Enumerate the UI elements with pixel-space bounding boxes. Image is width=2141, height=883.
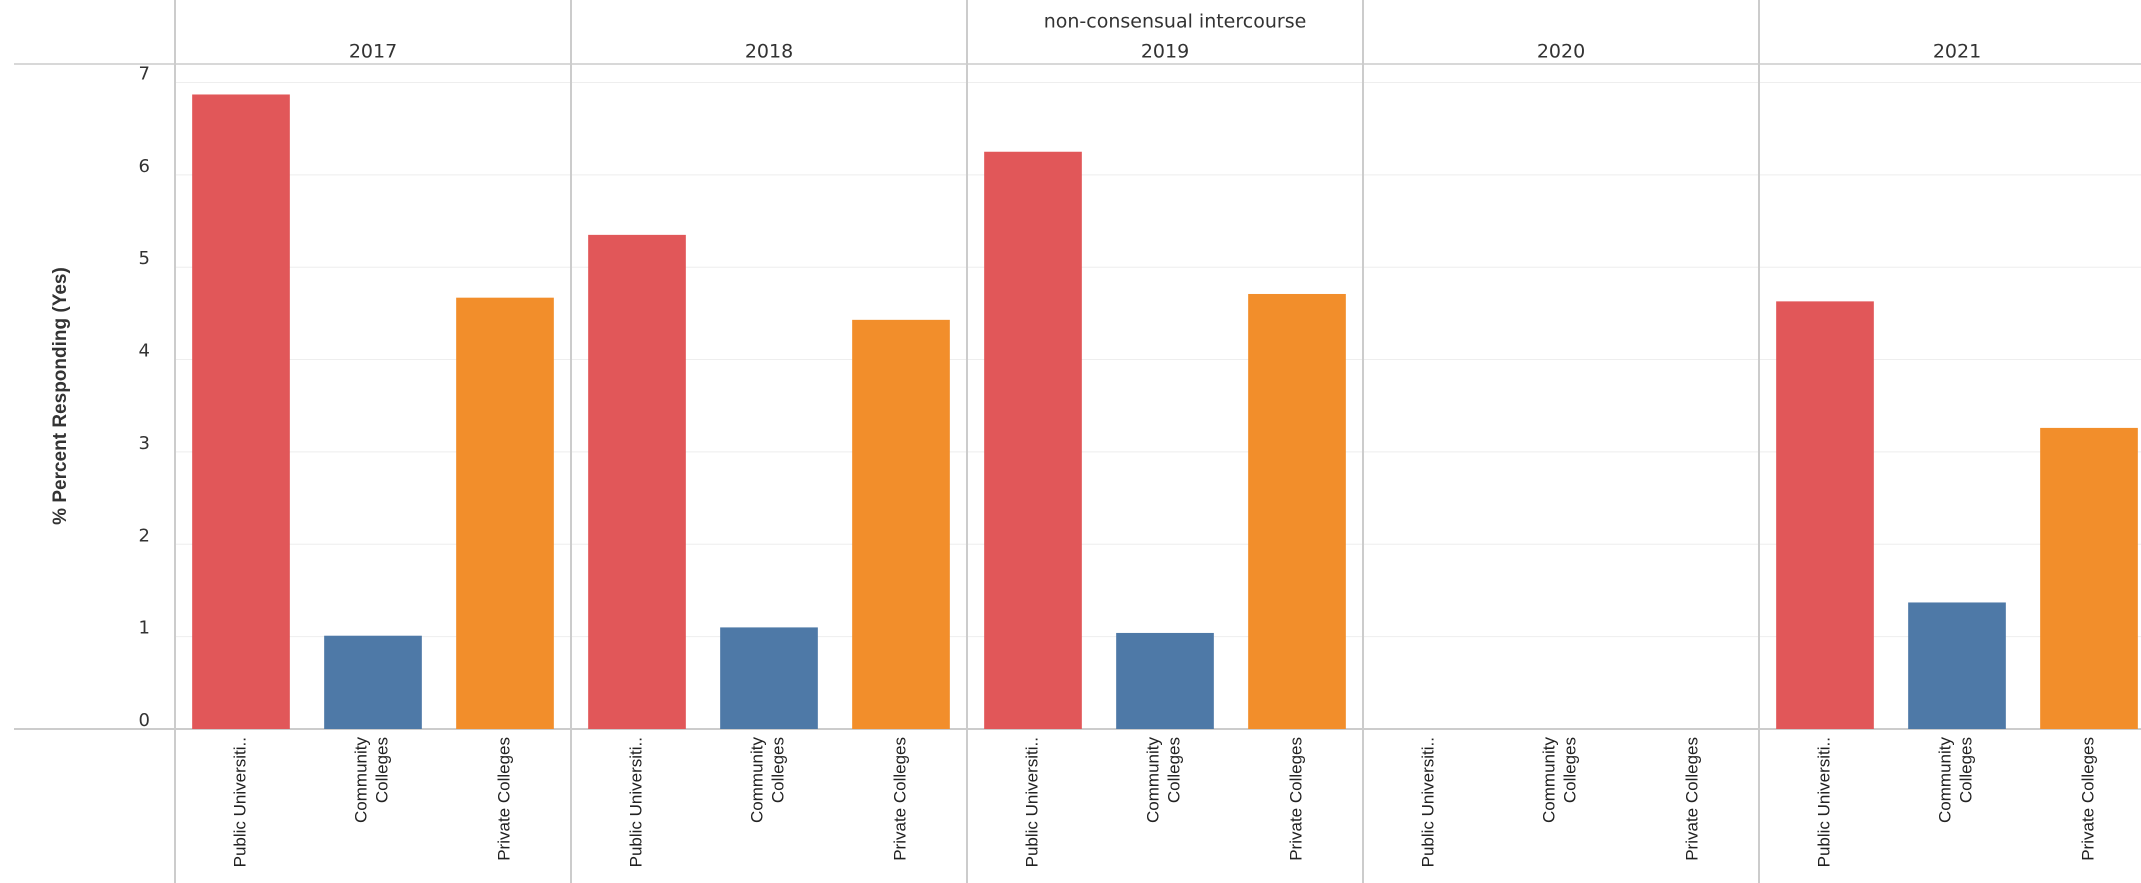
x-tick-label: Community Colleges	[1540, 737, 1580, 823]
panel-label: 2019	[1141, 41, 1189, 63]
bar	[588, 234, 686, 730]
x-tick-label: Private Colleges	[890, 737, 909, 861]
panel-label: 2018	[745, 41, 793, 63]
x-tick-label: Private Colleges	[1286, 737, 1305, 861]
x-tick-label: Public Universiti..	[230, 737, 249, 867]
bar	[1116, 632, 1214, 729]
panel-label: 2021	[1933, 41, 1981, 63]
panel-label: 2017	[349, 41, 397, 63]
bar	[1248, 293, 1346, 729]
bar	[1776, 301, 1874, 729]
bar	[1908, 602, 2006, 729]
x-tick-label: Community Colleges	[748, 737, 788, 823]
x-tick-label: Community Colleges	[1936, 737, 1976, 823]
x-tick-label: Community Colleges	[1144, 737, 1184, 823]
y-tick-label: 7	[139, 63, 150, 84]
bar	[456, 297, 554, 729]
x-tick-label: Private Colleges	[494, 737, 513, 861]
y-tick-label: 0	[139, 710, 150, 731]
y-tick-label: 5	[139, 248, 150, 269]
bar	[984, 151, 1082, 730]
bar	[852, 319, 950, 729]
y-tick-label: 3	[139, 433, 150, 454]
y-tick-label: 2	[139, 525, 150, 546]
bar	[720, 627, 818, 729]
y-tick-label: 1	[139, 618, 150, 639]
y-tick-label: 4	[139, 341, 150, 362]
y-tick-label: 6	[139, 156, 150, 177]
chart-title: non-consensual intercourse	[1044, 11, 1307, 33]
x-tick-label: Public Universiti..	[1022, 737, 1041, 867]
x-tick-label: Public Universiti..	[1418, 737, 1437, 867]
x-tick-label: Public Universiti..	[1814, 737, 1833, 867]
x-tick-label: Community Colleges	[352, 737, 392, 823]
bar	[192, 94, 290, 729]
bar	[324, 635, 422, 729]
x-tick-label: Public Universiti..	[626, 737, 645, 867]
x-tick-label: Private Colleges	[2078, 737, 2097, 861]
bar	[2040, 427, 2138, 729]
y-axis-label: % Percent Responding (Yes)	[50, 267, 71, 525]
panel-label: 2020	[1537, 41, 1585, 63]
x-tick-label: Private Colleges	[1682, 737, 1701, 861]
